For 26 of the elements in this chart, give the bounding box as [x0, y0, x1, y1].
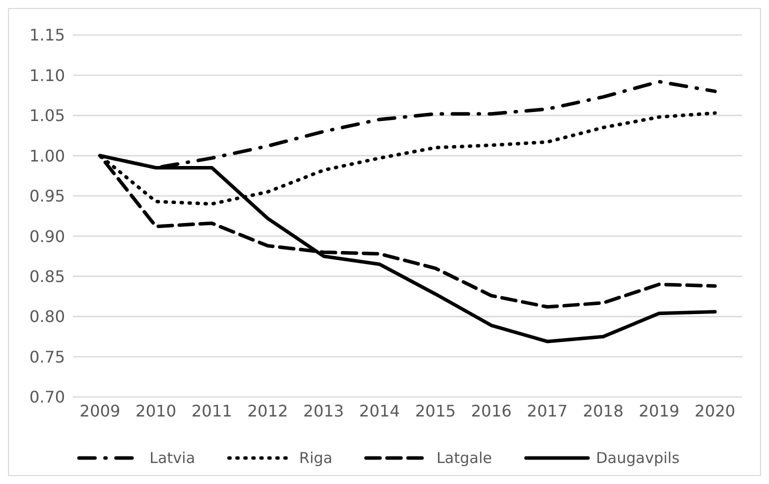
legend-label: Latgale [436, 449, 492, 467]
y-tick-label: 1.05 [29, 106, 65, 126]
x-tick-label: 2011 [191, 401, 232, 420]
x-tick-label: 2014 [359, 401, 400, 420]
legend-label: Daugavpils [596, 449, 680, 467]
y-tick-label: 1.15 [29, 26, 65, 45]
x-tick-label: 2017 [526, 401, 568, 420]
legend-label: Riga [299, 449, 332, 467]
y-tick-label: 0.95 [29, 186, 65, 206]
y-tick-label: 0.75 [29, 347, 65, 366]
y-tick-label: 1.10 [29, 66, 65, 85]
y-tick-label: 0.80 [29, 307, 65, 326]
x-tick-label: 2015 [415, 401, 456, 420]
legend-label: Latvia [149, 449, 196, 467]
y-tick-label: 1.00 [29, 146, 65, 166]
x-tick-label: 2009 [80, 401, 120, 420]
y-tick-label: 0.90 [29, 226, 65, 246]
x-tick-label: 2013 [303, 401, 344, 420]
x-tick-label: 2012 [247, 401, 288, 420]
x-tick-label: 2010 [136, 401, 176, 420]
x-tick-label: 2020 [694, 401, 736, 420]
x-tick-label: 2019 [638, 401, 680, 420]
x-tick-label: 2018 [582, 401, 624, 420]
x-tick-label: 2016 [471, 401, 512, 420]
y-tick-label: 0.85 [29, 267, 65, 286]
y-tick-label: 0.70 [29, 388, 65, 407]
